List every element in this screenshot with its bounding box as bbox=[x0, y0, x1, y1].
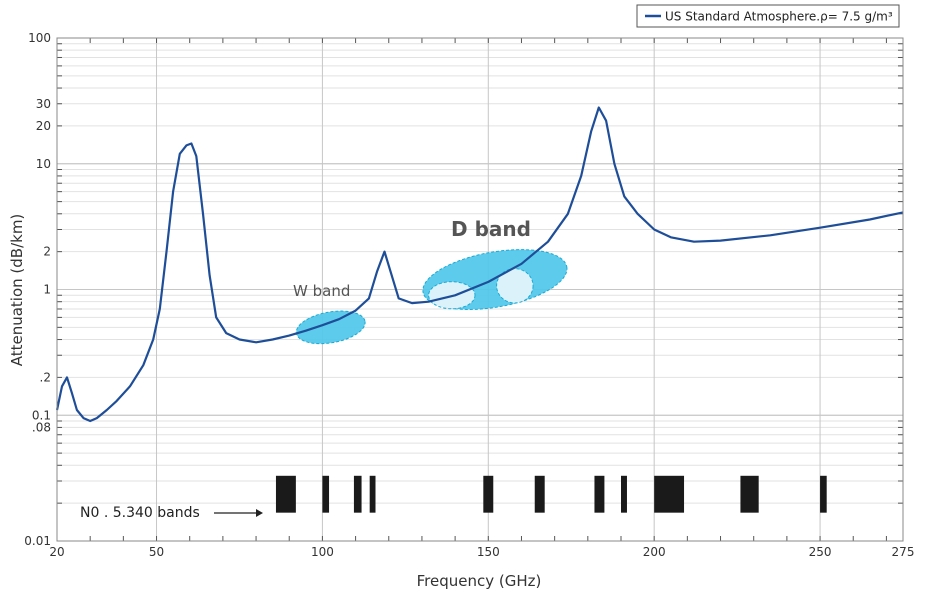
y-axis-ticks: 100 30 20 10 2 1 .2 0.1.08 0.01 bbox=[24, 31, 51, 548]
w-band-label: W band bbox=[293, 282, 350, 300]
x-tick-label: 250 bbox=[809, 545, 832, 559]
y-tick-label: 100 bbox=[28, 31, 51, 45]
allocated-band-block bbox=[275, 475, 296, 513]
y-tick-label: 0.1 bbox=[32, 408, 51, 422]
allocated-band-block bbox=[353, 475, 362, 513]
x-tick-label: 200 bbox=[643, 545, 666, 559]
w-band-highlight bbox=[295, 310, 366, 345]
allocated-band-block bbox=[740, 475, 759, 513]
x-tick-label: 100 bbox=[311, 545, 334, 559]
allocated-band-block bbox=[483, 475, 494, 513]
y-tick-label: .08 bbox=[32, 420, 51, 434]
legend-label: US Standard Atmosphere.ρ= 7.5 g/m³ bbox=[665, 10, 893, 24]
allocated-bands-arrow-head bbox=[256, 509, 263, 517]
allocated-band-block bbox=[369, 475, 376, 513]
x-tick-label: 150 bbox=[477, 545, 500, 559]
y-tick-label: 2 bbox=[43, 245, 51, 259]
y-tick-label: 1 bbox=[43, 283, 51, 297]
allocated-bands-label: N0 . 5.340 bands bbox=[80, 505, 200, 521]
allocated-band-blocks bbox=[275, 475, 827, 513]
x-tick-label: 50 bbox=[149, 545, 164, 559]
plot-frame bbox=[56, 37, 904, 542]
x-tick-label: 275 bbox=[892, 545, 915, 559]
allocated-band-block bbox=[820, 475, 827, 513]
allocated-band-block bbox=[621, 475, 627, 513]
x-axis-ticks: 20 50 100 150 200 250 275 bbox=[49, 545, 914, 559]
legend: US Standard Atmosphere.ρ= 7.5 g/m³ bbox=[636, 4, 900, 28]
allocated-band-block bbox=[322, 475, 330, 513]
y-tick-label: 0.01 bbox=[24, 534, 51, 548]
allocated-band-block bbox=[594, 475, 605, 513]
x-axis-title: Frequency (GHz) bbox=[417, 572, 542, 590]
attenuation-series-line bbox=[55, 106, 904, 423]
y-axis-title: Attenuation (dB/km) bbox=[8, 214, 26, 367]
y-tick-label: 30 bbox=[36, 97, 51, 111]
x-tick-label: 20 bbox=[49, 545, 64, 559]
allocated-band-block bbox=[534, 475, 545, 513]
y-tick-label: .2 bbox=[40, 370, 51, 384]
legend-box bbox=[636, 4, 900, 28]
y-tick-label: 10 bbox=[36, 157, 51, 171]
allocated-band-block bbox=[654, 475, 685, 513]
y-tick-label: 20 bbox=[36, 119, 51, 133]
d-band-label: D band bbox=[451, 217, 531, 241]
allocated-bands-annotation: N0 . 5.340 bands bbox=[80, 505, 263, 521]
